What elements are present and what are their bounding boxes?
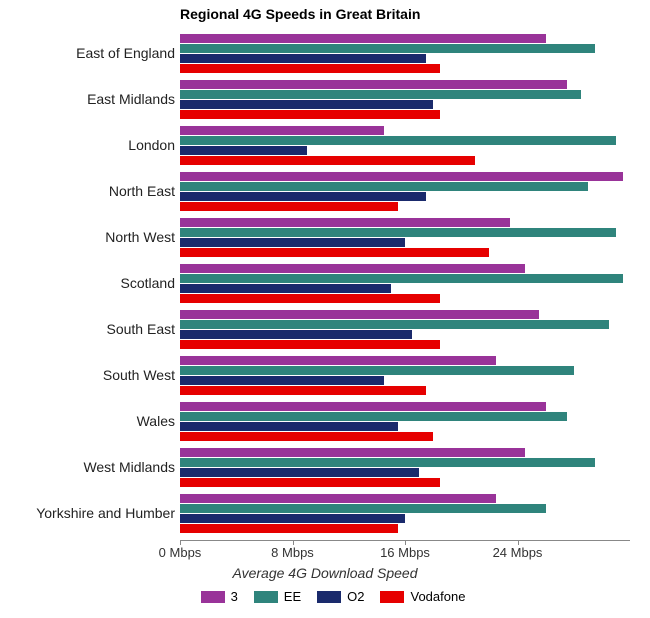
bar-3 — [180, 402, 546, 411]
bar-3 — [180, 126, 384, 135]
bar-vodafone — [180, 524, 398, 533]
bar-vodafone — [180, 432, 433, 441]
category-row — [180, 398, 630, 444]
bar-o2 — [180, 192, 426, 201]
bar-3 — [180, 172, 623, 181]
bar-o2 — [180, 284, 391, 293]
bar-vodafone — [180, 110, 440, 119]
category-row — [180, 76, 630, 122]
category-row — [180, 306, 630, 352]
category-row — [180, 168, 630, 214]
bar-ee — [180, 136, 616, 145]
category-label: Wales — [5, 413, 175, 429]
bar-3 — [180, 494, 496, 503]
bar-vodafone — [180, 202, 398, 211]
category-label: South West — [5, 367, 175, 383]
bar-o2 — [180, 376, 384, 385]
bar-o2 — [180, 54, 426, 63]
category-label: London — [5, 137, 175, 153]
plot-area — [180, 30, 630, 540]
bar-o2 — [180, 330, 412, 339]
bar-o2 — [180, 146, 307, 155]
chart-container: Regional 4G Speeds in Great Britain Aver… — [0, 0, 650, 618]
bar-3 — [180, 310, 539, 319]
bar-ee — [180, 44, 595, 53]
bar-vodafone — [180, 294, 440, 303]
bar-ee — [180, 412, 567, 421]
bar-vodafone — [180, 340, 440, 349]
category-label: Yorkshire and Humber — [5, 505, 175, 521]
category-row — [180, 30, 630, 76]
category-label: West Midlands — [5, 459, 175, 475]
x-tick-label: 0 Mbps — [159, 545, 202, 560]
bar-3 — [180, 356, 496, 365]
bar-ee — [180, 366, 574, 375]
legend-label: O2 — [347, 589, 364, 604]
bar-vodafone — [180, 386, 426, 395]
legend: 3 EE O2 Vodafone — [0, 588, 650, 604]
bar-ee — [180, 320, 609, 329]
bar-o2 — [180, 514, 405, 523]
bar-3 — [180, 34, 546, 43]
x-axis-label: Average 4G Download Speed — [0, 565, 650, 581]
bar-ee — [180, 274, 623, 283]
bar-ee — [180, 228, 616, 237]
category-row — [180, 260, 630, 306]
category-row — [180, 352, 630, 398]
category-label: East of England — [5, 45, 175, 61]
category-row — [180, 214, 630, 260]
bar-ee — [180, 182, 588, 191]
bar-ee — [180, 504, 546, 513]
legend-label: EE — [284, 589, 301, 604]
legend-swatch — [317, 591, 341, 603]
x-tick-label: 16 Mbps — [380, 545, 430, 560]
x-tick-label: 8 Mbps — [271, 545, 314, 560]
category-label: East Midlands — [5, 91, 175, 107]
bar-ee — [180, 90, 581, 99]
legend-swatch — [380, 591, 404, 603]
bar-o2 — [180, 468, 419, 477]
bar-vodafone — [180, 248, 489, 257]
legend-label: Vodafone — [410, 589, 465, 604]
category-label: North East — [5, 183, 175, 199]
bar-o2 — [180, 238, 405, 247]
legend-label: 3 — [231, 589, 238, 604]
bar-ee — [180, 458, 595, 467]
category-row — [180, 122, 630, 168]
category-label: South East — [5, 321, 175, 337]
bar-3 — [180, 264, 525, 273]
category-label: Scotland — [5, 275, 175, 291]
legend-swatch — [201, 591, 225, 603]
category-row — [180, 490, 630, 536]
bar-vodafone — [180, 64, 440, 73]
bar-vodafone — [180, 478, 440, 487]
bar-o2 — [180, 100, 433, 109]
bar-o2 — [180, 422, 398, 431]
legend-swatch — [254, 591, 278, 603]
category-row — [180, 444, 630, 490]
category-label: North West — [5, 229, 175, 245]
bar-3 — [180, 448, 525, 457]
bar-3 — [180, 80, 567, 89]
x-tick-label: 24 Mbps — [493, 545, 543, 560]
bar-vodafone — [180, 156, 475, 165]
bar-3 — [180, 218, 510, 227]
chart-title: Regional 4G Speeds in Great Britain — [180, 6, 420, 22]
